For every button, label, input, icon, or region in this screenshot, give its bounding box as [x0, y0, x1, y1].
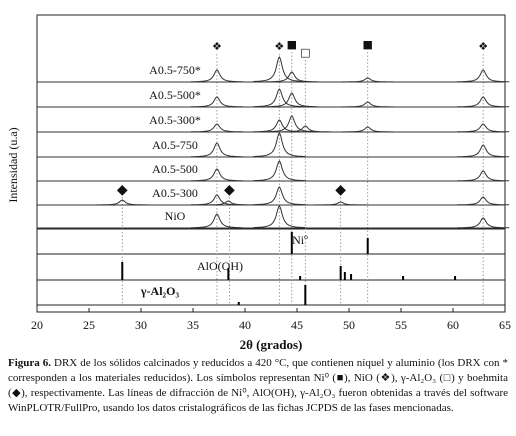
diffraction-peak: [279, 125, 332, 133]
x-tick-label: 60: [447, 318, 459, 332]
reference-label: Niº: [292, 233, 308, 247]
x-tick-label: 25: [83, 318, 95, 332]
x-tick-label: 50: [343, 318, 355, 332]
diffraction-peak: [190, 194, 243, 206]
y-axis-label: Intensidad (u.a): [6, 127, 20, 202]
marker-symbol: ■: [363, 38, 373, 51]
x-tick-label: 40: [239, 318, 251, 332]
diffraction-peak: [190, 96, 243, 108]
x-axis-label: 2θ (grados): [240, 337, 303, 352]
caption-text: DRX de los sólidos calcinados y reducido…: [8, 357, 508, 414]
diffraction-peak: [190, 168, 243, 182]
x-tick-label: 35: [187, 318, 199, 332]
pattern-label: A0.5-300: [152, 186, 198, 200]
pattern-label: A0.5-500*: [149, 88, 201, 102]
marker-symbol: ◆: [224, 182, 235, 198]
diffraction-peak: [253, 56, 306, 82]
diffraction-peak: [190, 142, 243, 158]
x-tick-label: 55: [395, 318, 407, 332]
diffraction-peak: [253, 160, 306, 182]
marker-symbol: ❖: [478, 40, 488, 53]
diffraction-peak: [341, 101, 394, 108]
marker-symbol: □: [300, 46, 310, 59]
marker-symbol: ◆: [117, 182, 128, 198]
caption-label: Figura 6.: [8, 357, 52, 369]
diffraction-peak: [202, 200, 255, 206]
diffraction-peak: [265, 115, 318, 133]
marker-symbol: ■: [287, 38, 297, 51]
marker-symbol: ◆: [335, 182, 346, 198]
diffraction-peak: [190, 69, 243, 83]
diffraction-peak: [253, 186, 306, 206]
diffraction-peak: [253, 88, 306, 108]
diffraction-peak: [314, 201, 367, 206]
diffraction-peak: [457, 96, 510, 108]
diffraction-peak: [190, 123, 243, 133]
reference-label: γ-Al₂O₃: [140, 284, 180, 298]
pattern-label: NiO: [165, 209, 186, 223]
diffraction-peak: [457, 196, 510, 206]
diffraction-peak: [457, 217, 510, 229]
pattern-label: A0.5-500: [152, 162, 198, 176]
diffraction-peak: [253, 205, 306, 229]
pattern-label: A0.5-750*: [149, 63, 201, 77]
marker-symbol: ❖: [212, 40, 222, 53]
diffraction-peak: [457, 170, 510, 182]
reference-label: AlO(OH): [197, 259, 243, 273]
x-tick-label: 30: [135, 318, 147, 332]
diffraction-peak: [190, 213, 243, 229]
chart: Intensidad (u.a) 2θ (grados) 20 25 30 35 40 4…: [6, 14, 511, 352]
marker-symbol: ❖: [274, 40, 284, 53]
pattern-label: A0.5-750: [152, 138, 198, 152]
x-tick-label: 20: [31, 318, 43, 332]
diffraction-peak: [457, 123, 510, 133]
pattern-label: A0.5-300*: [149, 113, 201, 127]
plot-frame: [36, 14, 506, 313]
caption: Figura 6. DRX de los sólidos calcinados …: [8, 356, 508, 416]
diffraction-peak: [96, 199, 149, 206]
diffraction-peak: [341, 77, 394, 83]
diffraction-peak: [265, 92, 318, 108]
x-tick-label: 65: [499, 318, 511, 332]
diffraction-peak: [253, 132, 306, 157]
diffraction-peak: [457, 144, 510, 158]
x-tick-label: 45: [291, 318, 303, 332]
diffraction-peak: [265, 71, 318, 83]
diffraction-peak: [457, 69, 510, 83]
diffraction-peak: [341, 126, 394, 133]
